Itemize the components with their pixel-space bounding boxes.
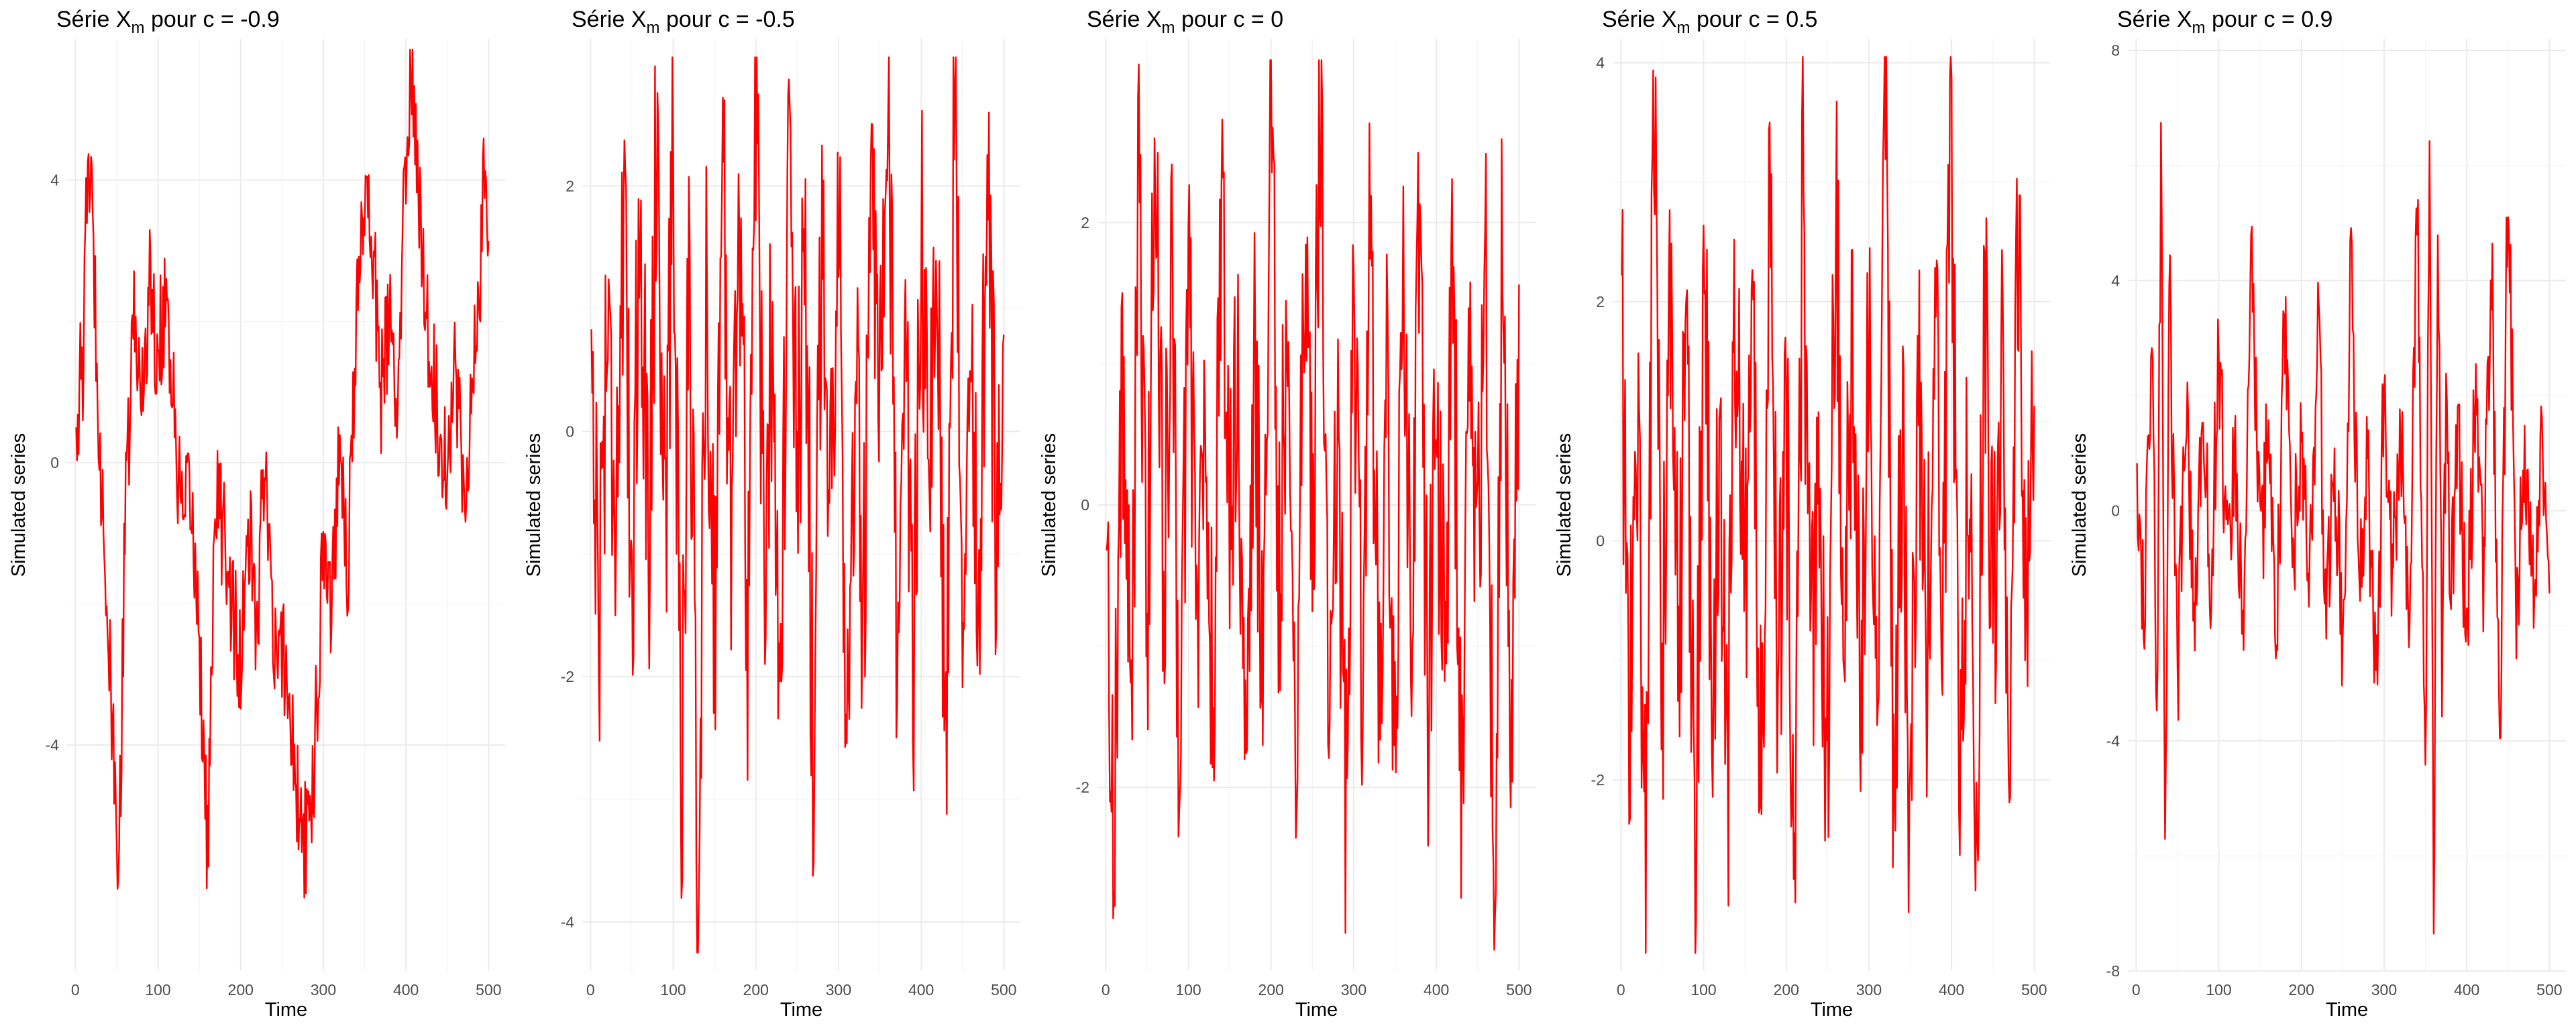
y-tick-label: 4 [1596, 54, 1605, 72]
y-tick-label: 8 [2111, 42, 2120, 59]
x-tick-label: 100 [145, 981, 170, 998]
x-axis-label: Time [1295, 999, 1338, 1021]
chart-title-subscript: m [2192, 19, 2206, 37]
x-tick-label: 300 [826, 981, 851, 998]
y-axis-label: Simulated series [1038, 433, 1060, 577]
y-tick-label: 0 [566, 422, 574, 440]
chart-panel-2: 0 100 200 300 400 500 -4 -2 0 2 Time Simulated seri… [523, 7, 1020, 1021]
x-tick-label: 100 [2206, 981, 2231, 998]
y-tick-label: -2 [1076, 779, 1089, 796]
x-tick-label: 300 [1341, 981, 1366, 998]
x-tick-label: 500 [2021, 981, 2047, 998]
x-tick-label: 100 [1690, 981, 1716, 998]
y-tick-label: 0 [1596, 532, 1605, 549]
series-line [1106, 59, 1520, 951]
x-tick-label: 0 [71, 981, 80, 998]
y-tick-label: -4 [561, 913, 575, 931]
x-tick-label: 400 [393, 981, 419, 998]
x-tick-label: 400 [1424, 981, 1449, 998]
y-axis-label: Simulated series [1554, 433, 1575, 577]
chart-title-subscript: m [1677, 19, 1690, 37]
x-axis-label: Time [265, 999, 307, 1021]
x-tick-label: 100 [660, 981, 686, 998]
y-tick-label: 0 [50, 454, 59, 471]
y-tick-label: -2 [561, 668, 574, 685]
x-tick-label: 200 [228, 981, 254, 998]
series-line [2136, 121, 2551, 935]
x-tick-label: 200 [1258, 981, 1284, 998]
y-tick-label: 2 [1081, 214, 1089, 231]
y-tick-label: 0 [2111, 502, 2120, 520]
y-axis-label: Simulated series [8, 433, 30, 577]
chart-panel-3: 0 100 200 300 400 500 -2 0 2 Time Simulated series… [1038, 7, 1536, 1021]
x-axis-label: Time [2326, 999, 2368, 1021]
x-tick-label: 0 [1102, 981, 1110, 998]
chart-title-suffix: pour c = 0 [1175, 7, 1284, 32]
x-tick-label: 0 [2132, 981, 2141, 998]
x-tick-label: 300 [2371, 981, 2397, 998]
x-tick-label: 0 [586, 981, 595, 998]
x-tick-label: 500 [991, 981, 1016, 998]
chart-title-subscript: m [131, 19, 145, 37]
x-tick-label: 200 [743, 981, 769, 998]
grid [1097, 39, 1536, 971]
chart-title: Série Xm pour c = 0.9 [2117, 7, 2332, 37]
chart-title-prefix: Série X [56, 7, 131, 32]
x-tick-label: 500 [476, 981, 501, 998]
y-tick-label: 2 [566, 177, 574, 194]
chart-title: Série Xm pour c = 0 [1087, 7, 1283, 37]
chart-title-subscript: m [647, 19, 660, 37]
chart-title-suffix: pour c = -0.9 [145, 7, 280, 32]
y-tick-label: 4 [2111, 272, 2120, 289]
x-tick-label: 200 [2289, 981, 2314, 998]
chart-title: Série Xm pour c = 0.5 [1602, 7, 1817, 37]
y-tick-label: 2 [1596, 293, 1605, 310]
chart-panel-1: 0 100 200 300 400 500 -4 0 4 Time Simulated series… [8, 7, 505, 1021]
x-axis-label: Time [780, 999, 822, 1021]
x-axis-label: Time [1811, 999, 1853, 1021]
series-line [1621, 56, 2035, 954]
y-tick-label: -2 [1591, 771, 1605, 789]
chart-title-suffix: pour c = 0.9 [2206, 7, 2333, 32]
y-tick-label: -4 [46, 736, 60, 754]
chart-title-prefix: Série X [1602, 7, 1677, 32]
chart-title-prefix: Série X [572, 7, 647, 32]
chart-title-subscript: m [1162, 19, 1175, 37]
chart-title-suffix: pour c = 0.5 [1690, 7, 1818, 32]
x-tick-label: 500 [2536, 981, 2562, 998]
x-tick-label: 400 [908, 981, 934, 998]
x-tick-label: 100 [1175, 981, 1201, 998]
x-tick-label: 400 [1939, 981, 1964, 998]
chart-panel-4: 0 100 200 300 400 500 -2 0 2 4 Time Simulated serie… [1554, 7, 2051, 1021]
x-tick-label: 400 [2454, 981, 2479, 998]
y-tick-label: -4 [2106, 732, 2121, 750]
grid [2128, 39, 2566, 972]
y-tick-label: 4 [50, 172, 59, 189]
y-tick-label: -8 [2106, 962, 2120, 980]
x-tick-label: 0 [1617, 981, 1625, 998]
chart-panel-5: 0 100 200 300 400 500 -8 -4 0 4 8 Time Simulated ser… [2069, 7, 2566, 1021]
series-line [75, 48, 490, 899]
x-tick-label: 300 [1856, 981, 1882, 998]
grid [67, 39, 505, 971]
y-tick-label: 0 [1081, 496, 1089, 514]
chart-title: Série Xm pour c = -0.5 [572, 7, 795, 37]
x-tick-label: 500 [1506, 981, 1532, 998]
chart-title-suffix: pour c = -0.5 [660, 7, 795, 32]
y-axis-label: Simulated series [2069, 433, 2090, 577]
series-line [590, 56, 1005, 954]
y-axis-label: Simulated series [523, 433, 545, 577]
chart-title-prefix: Série X [1087, 7, 1162, 32]
x-tick-label: 200 [1774, 981, 1799, 998]
x-tick-label: 300 [311, 981, 336, 998]
chart-title: Série Xm pour c = -0.9 [56, 7, 280, 37]
chart-title-prefix: Série X [2117, 7, 2192, 32]
